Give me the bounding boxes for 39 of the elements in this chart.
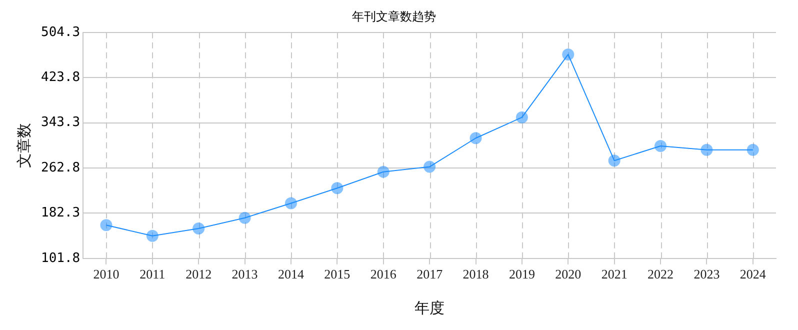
- point: [192, 222, 205, 235]
- point: [654, 140, 667, 152]
- x-tick-label: 2013: [232, 266, 258, 282]
- point: [424, 160, 436, 173]
- x-tick-label: 2012: [186, 266, 212, 282]
- y-tick-label: 182.3: [40, 206, 80, 221]
- point: [100, 219, 112, 232]
- x-tick-label: 2017: [416, 266, 444, 282]
- point: [331, 182, 344, 194]
- point: [516, 111, 528, 124]
- x-tick-label: 2014: [278, 266, 304, 282]
- y-tick-label: 504.3: [40, 24, 80, 40]
- y-tick-label: 423.8: [40, 70, 80, 85]
- y-tick-label: 262.8: [40, 160, 80, 176]
- x-axis-title: 年度: [414, 298, 445, 317]
- point: [377, 166, 390, 178]
- x-tick-label: 2021: [601, 266, 628, 282]
- chart-title: 年刊文章数趋势: [352, 9, 436, 24]
- point: [284, 197, 297, 210]
- point: [470, 132, 482, 144]
- point: [562, 48, 574, 60]
- x-tick-label: 2022: [648, 266, 674, 282]
- x-tick-label: 2016: [370, 266, 397, 282]
- x-tick-label: 2023: [694, 266, 720, 282]
- y-tick-label: 101.8: [40, 250, 80, 266]
- point: [238, 212, 251, 224]
- x-tick-label: 2010: [93, 266, 120, 282]
- point: [146, 230, 158, 242]
- x-tick-label: 2011: [140, 266, 166, 282]
- x-tick-label: 2015: [324, 266, 350, 282]
- point: [700, 144, 713, 156]
- y-axis-title: 文章数: [14, 122, 33, 168]
- x-tick-label: 2018: [462, 266, 489, 282]
- x-tick-label: 2020: [555, 266, 582, 282]
- point: [746, 144, 759, 156]
- point: [608, 154, 620, 167]
- y-tick-label: 343.3: [40, 115, 80, 130]
- x-tick-label: 2019: [508, 266, 535, 282]
- x-tick-label: 2024: [740, 266, 766, 282]
